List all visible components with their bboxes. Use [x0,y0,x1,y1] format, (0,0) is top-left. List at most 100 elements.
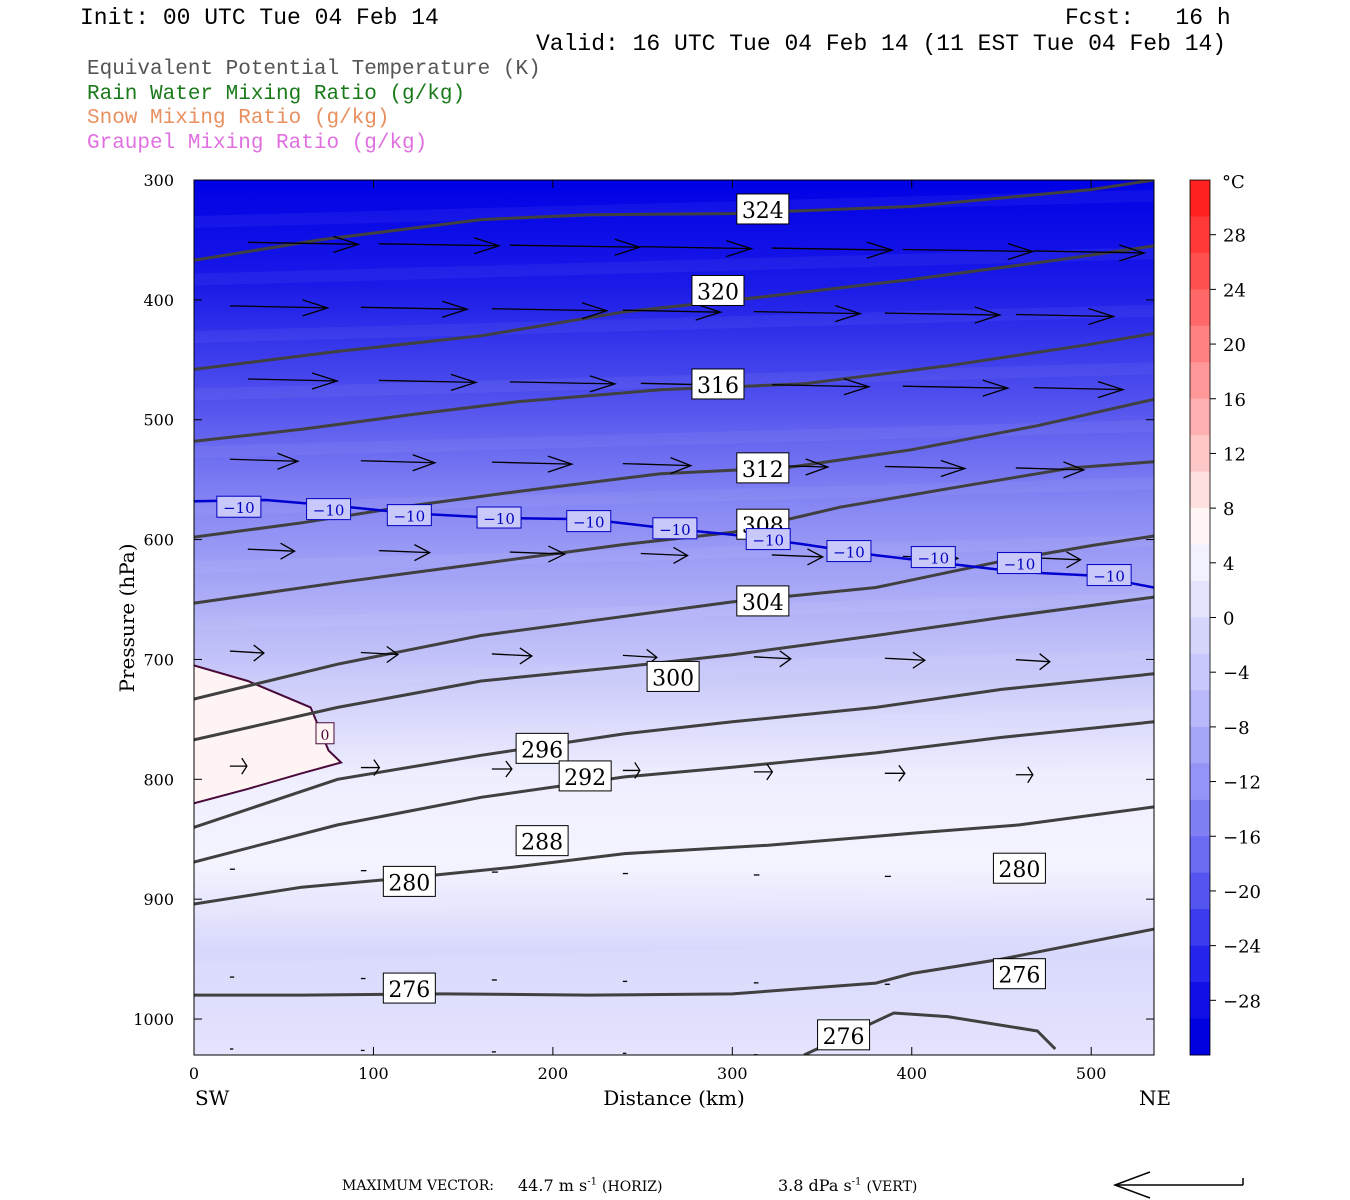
wind-vector-head [726,240,754,258]
wind-vector [771,554,823,558]
wind-vector-head [940,459,967,478]
wind-vector [491,653,532,657]
wind-vector [229,305,328,309]
wind-vector-head [1097,380,1126,399]
wind-vector-head [414,544,432,562]
theta-e-contour [194,180,1154,262]
wind-vector [1033,250,1145,254]
colorbar-tick-label: 24 [1223,280,1246,301]
wind-vector-head [1066,551,1082,569]
wind-vector-head [548,545,567,563]
wind-vector [640,245,752,250]
y-tick-label: 600 [143,531,174,550]
shade-band [194,534,1154,574]
colorbar-swatch [1190,216,1210,254]
max-vector-vert-unit: (VERT) [866,1179,918,1195]
colorbar-swatch [1190,799,1210,837]
wind-vector-head [982,379,1010,397]
max-vector-vert: 3.8 dPa s-1 (VERT) [778,1176,917,1195]
isotherm-label: −10 [1093,568,1125,586]
isotherm-label-box [996,552,1042,575]
wind-vector-head [589,375,617,393]
isotherm-label-box [476,506,522,529]
wind-vector [884,657,925,661]
theta-e-contour [194,460,1154,605]
colorbar-tick-label: −24 [1223,937,1261,958]
wind-vector [491,461,572,465]
theta-e-label: 292 [564,766,606,791]
y-tick-label: 800 [143,770,174,789]
colorbar-tick-label: 12 [1223,444,1246,465]
wind-vector [771,384,869,388]
wind-vector [378,379,476,384]
colorbar-swatch [1190,726,1210,764]
isotherm-label-box [566,510,612,533]
y-tick-label: 400 [143,291,174,310]
wind-vector-head [670,456,693,475]
colorbar-swatch [1190,471,1210,509]
theta-e-label: 324 [742,199,784,224]
wind-vector [640,552,688,557]
wind-vector-head [302,299,330,317]
zero-area [194,665,342,804]
isotherm-label-box [216,495,262,518]
wind-vector-head [373,759,381,776]
wind-vector-head [807,548,825,566]
colorbar-tick-label: −4 [1223,663,1250,684]
x-axis-left-end: SW [195,1086,230,1110]
wind-vector [771,247,893,251]
wind-vector-head [912,651,927,669]
shade-band [194,764,1154,804]
wind-vector-head [386,645,399,664]
wind-vector-head [1027,766,1034,784]
colorbar-swatch [1190,508,1210,546]
theta-e-label: 300 [652,666,694,691]
theta-e-contour [194,805,1154,906]
wind-vector [247,241,359,245]
theta-e-label: 276 [998,964,1040,989]
shade-band [194,362,1154,401]
wind-vector [1033,386,1124,391]
theta-e-label-box [691,368,745,400]
theta-e-label: 296 [521,738,563,763]
theta-e-contour [194,672,1154,829]
colorbar-swatch [1190,252,1210,290]
theta-e-contour [194,927,1154,997]
x-tick-label: 200 [538,1064,569,1083]
wind-vector-head [442,300,470,318]
shade-band [194,937,1154,976]
wind-vector [229,650,264,654]
isotherm-label-box [910,546,956,569]
y-tick-label: 300 [143,171,174,190]
colorbar-swatch [1190,617,1210,655]
theta-e-label-box [382,972,436,1004]
theta-e-label: 280 [388,871,430,896]
wind-vector [509,551,565,555]
theta-e-contour [194,595,1154,742]
wind-vector-head [450,373,479,392]
colorbar-swatch [1190,836,1210,874]
isotherm-label: −10 [833,544,865,562]
wind-vector-head [974,306,1002,324]
colorbar-tick-label: −20 [1223,882,1261,903]
theta-e-label-box [382,865,436,897]
wind-vector [902,385,1008,389]
shade-band [194,592,1154,631]
wind-vector [491,308,607,312]
theta-e-label-box [736,193,790,225]
init-time: Init: 00 UTC Tue 04 Feb 14 [80,5,439,31]
colorbar-swatch [1190,909,1210,947]
x-tick-label: 500 [1076,1064,1107,1083]
wind-vector-head [1039,653,1051,671]
theta-e-label-box [736,452,790,484]
wind-vector-head [835,304,863,323]
colorbar-tick-label: 8 [1223,499,1234,520]
colorbar-tick-label: −12 [1223,773,1261,794]
max-vector-vert-exp: -1 [851,1176,862,1188]
theta-e-label-box [515,732,569,764]
shade-band [194,304,1154,344]
x-tick-label: 0 [189,1064,199,1083]
wind-vector [884,465,965,470]
wind-vector [1015,313,1114,318]
theta-e-label: 280 [998,858,1040,883]
